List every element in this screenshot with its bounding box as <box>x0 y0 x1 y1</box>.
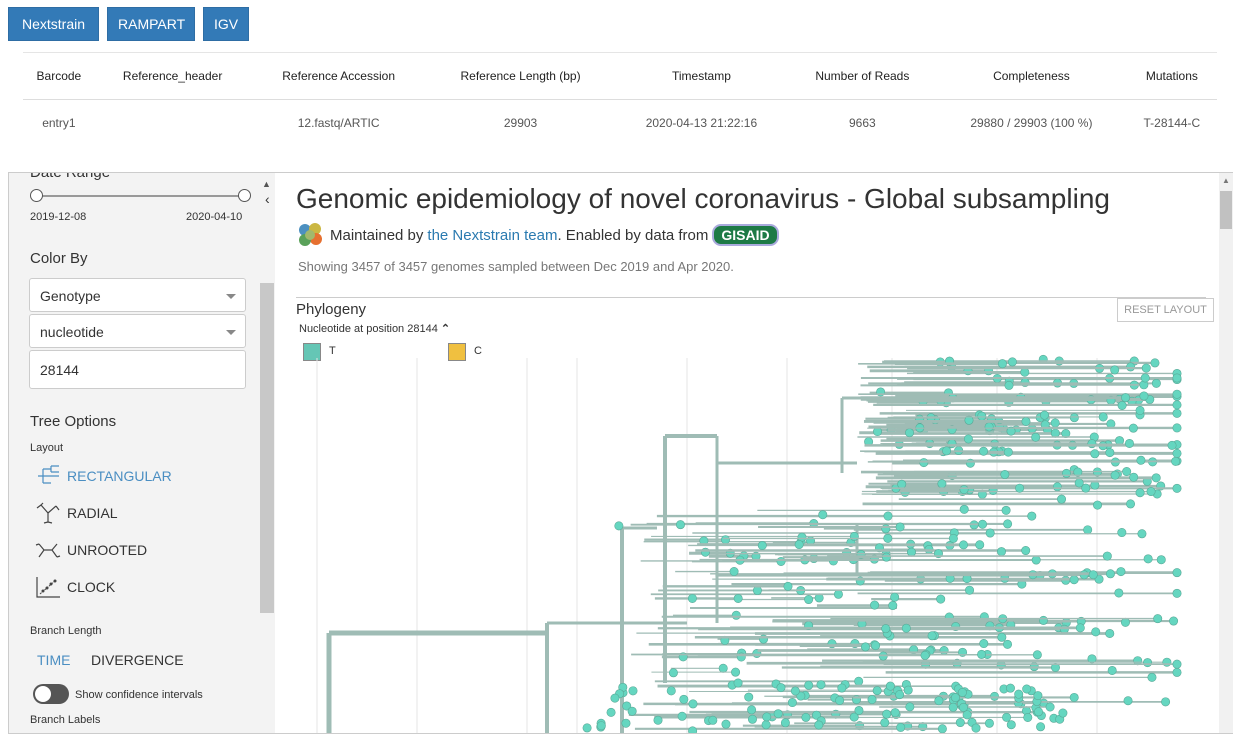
enabled-text: . Enabled by data from <box>557 226 709 244</box>
main-scrollbar[interactable]: ▲ <box>1219 173 1233 733</box>
phylogeny-title: Phylogeny <box>296 301 367 318</box>
gisaid-logo[interactable]: GISAID <box>712 224 779 246</box>
unrooted-tree-icon <box>35 543 61 558</box>
scroll-up-icon[interactable]: ▲ <box>1222 176 1230 185</box>
layout-label: Layout <box>30 442 64 454</box>
rampart-button[interactable]: RAMPART <box>107 7 195 41</box>
nextstrain-team-link[interactable]: the Nextstrain team <box>427 226 558 244</box>
cell-completeness: 29880 / 29903 (100 %) <box>970 116 1093 130</box>
date-slider-track[interactable] <box>36 195 244 197</box>
confidence-toggle[interactable] <box>33 684 69 704</box>
legend-title-text: Nucleotide at position 28144 <box>299 323 438 335</box>
reset-layout-button[interactable]: RESET LAYOUT <box>1117 298 1214 322</box>
genome-count-text: Showing 3457 of 3457 genomes sampled bet… <box>298 259 734 274</box>
sidebar-scrollbar[interactable] <box>260 283 274 613</box>
layout-radial-label: RADIAL <box>67 505 118 521</box>
legend-title[interactable]: Nucleotide at position 28144 ⌃ <box>299 322 450 335</box>
date-start-label: 2019-12-08 <box>30 211 87 223</box>
chevron-down-icon <box>226 330 236 335</box>
layout-clock-label: CLOCK <box>67 579 116 595</box>
rectangular-tree-icon <box>38 465 59 484</box>
col-completeness: Completeness <box>936 52 1127 100</box>
sidebar: Date Range 2019-12-08 2020-04-10 Color B… <box>9 173 275 733</box>
date-slider-start-handle[interactable] <box>30 189 43 202</box>
maintained-prefix: Maintained by <box>330 226 424 244</box>
top-button-bar: Nextstrain RAMPART IGV <box>8 7 249 41</box>
nextstrain-button[interactable]: Nextstrain <box>8 7 99 41</box>
confidence-label: Show confidence intervals <box>75 689 203 701</box>
phylogeny-tree[interactable] <box>297 353 1197 733</box>
cell-number-of-reads: 9663 <box>848 116 876 130</box>
page-title: Genomic epidemiology of novel coronaviru… <box>296 183 1110 214</box>
col-mutations: Mutations <box>1126 52 1217 100</box>
layout-unrooted-label: UNROOTED <box>67 542 148 558</box>
cell-timestamp: 2020-04-13 21:22:16 <box>645 116 758 130</box>
maintained-line: Maintained by the Nextstrain team . Enab… <box>296 221 779 249</box>
scrollbar-thumb[interactable] <box>1220 191 1232 229</box>
cell-reference-header <box>95 100 251 147</box>
scroll-up-icon[interactable]: ▲ <box>262 179 271 189</box>
legend-swatch-c[interactable] <box>448 343 466 361</box>
table-header-row: Barcode Reference_header Reference Acces… <box>23 52 1217 100</box>
layout-unrooted[interactable]: UNROOTED <box>35 538 147 562</box>
nextstrain-iframe: Date Range 2019-12-08 2020-04-10 Color B… <box>8 172 1233 734</box>
chevron-down-icon <box>226 294 236 299</box>
col-number-of-reads: Number of Reads <box>788 52 937 100</box>
genotype-type-value: nucleotide <box>40 324 104 340</box>
cell-mutations: T-28144-C <box>1143 116 1201 130</box>
layout-rectangular[interactable]: RECTANGULAR <box>35 464 172 488</box>
igv-button[interactable]: IGV <box>203 7 249 41</box>
branch-time-option[interactable]: TIME <box>37 652 71 668</box>
radial-tree-icon <box>36 502 60 524</box>
branch-length-label: Branch Length <box>30 625 102 637</box>
color-by-label: Color By <box>30 250 88 267</box>
tree-options-label: Tree Options <box>30 413 117 430</box>
cell-barcode: entry1 <box>42 116 76 130</box>
col-reference-header: Reference_header <box>94 52 251 100</box>
date-range-label: Date Range <box>30 173 110 181</box>
col-reference-length: Reference Length (bp) <box>426 52 615 100</box>
col-barcode: Barcode <box>23 52 95 100</box>
toggle-knob <box>35 686 51 702</box>
main-panel: Genomic epidemiology of novel coronaviru… <box>277 173 1218 733</box>
legend-label-t: T <box>329 345 336 357</box>
cell-reference-accession: 12.fastq/ARTIC <box>297 116 380 130</box>
date-slider-end-handle[interactable] <box>238 189 251 202</box>
branch-divergence-option[interactable]: DIVERGENCE <box>91 652 184 668</box>
genotype-type-select[interactable]: nucleotide <box>29 314 246 348</box>
layout-clock[interactable]: CLOCK <box>35 575 115 599</box>
summary-table: Barcode Reference_header Reference Acces… <box>23 52 1217 146</box>
layout-rectangular-label: RECTANGULAR <box>67 468 172 484</box>
legend-label-c: C <box>474 345 482 357</box>
branch-labels-label: Branch Labels <box>30 714 101 726</box>
collapse-sidebar-icon[interactable]: ‹ <box>265 191 270 207</box>
layout-radial[interactable]: RADIAL <box>35 501 118 525</box>
col-timestamp: Timestamp <box>614 52 789 100</box>
clock-tree-icon <box>36 577 60 598</box>
phylogeny-divider <box>296 297 1206 298</box>
position-input[interactable]: 28144 <box>29 350 246 389</box>
table-row: entry1 12.fastq/ARTIC 29903 2020-04-13 2… <box>23 100 1217 147</box>
cell-reference-length: 29903 <box>503 116 538 130</box>
color-by-select[interactable]: Genotype <box>29 278 246 312</box>
date-end-label: 2020-04-10 <box>186 211 243 223</box>
color-by-value: Genotype <box>40 288 101 304</box>
chevron-up-icon: ⌃ <box>440 323 451 335</box>
legend-swatch-t[interactable] <box>303 343 321 361</box>
col-reference-accession: Reference Accession <box>250 52 427 100</box>
nextstrain-logo-icon <box>299 223 322 246</box>
